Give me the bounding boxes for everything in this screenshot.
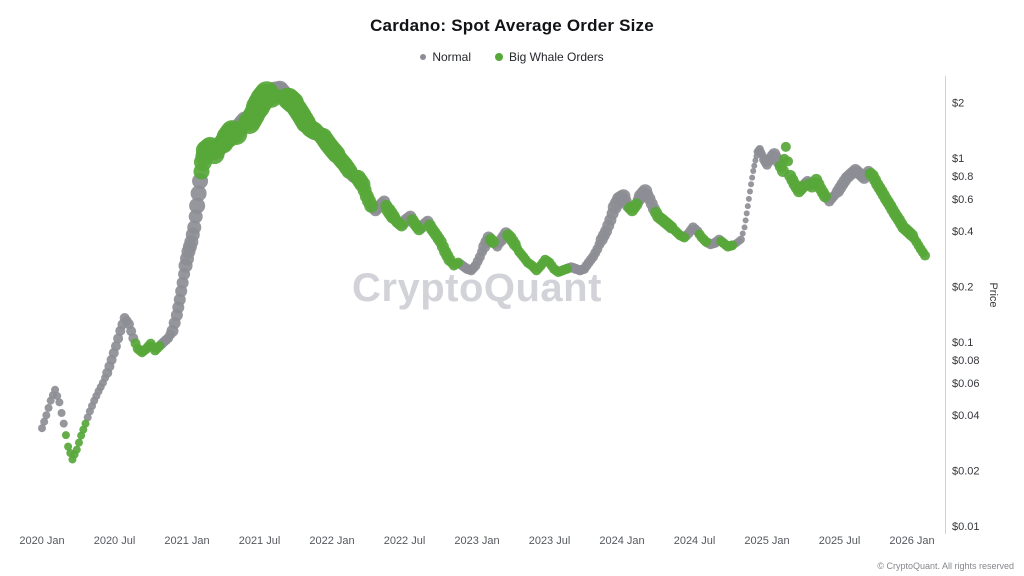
cryptoquant-watermark: CryptoQuant xyxy=(352,266,602,310)
legend-item-big-whale-orders[interactable]: Big Whale Orders xyxy=(494,50,604,64)
copyright-note: © CryptoQuant. All rights reserved xyxy=(877,561,1014,571)
legend-label-big-whale-orders: Big Whale Orders xyxy=(508,50,604,64)
whale-dot-icon xyxy=(494,53,503,61)
svg-text:$0.06: $0.06 xyxy=(952,378,980,390)
svg-text:2021 Jan: 2021 Jan xyxy=(164,535,209,547)
svg-text:$0.6: $0.6 xyxy=(952,194,973,206)
svg-text:$0.04: $0.04 xyxy=(952,410,980,422)
svg-text:2023 Jul: 2023 Jul xyxy=(529,535,571,547)
legend-item-normal[interactable]: Normal xyxy=(420,50,471,64)
svg-text:$0.2: $0.2 xyxy=(952,282,973,294)
svg-text:$2: $2 xyxy=(952,98,964,110)
svg-text:2021 Jul: 2021 Jul xyxy=(239,535,281,547)
svg-text:2026 Jan: 2026 Jan xyxy=(889,535,934,547)
svg-text:2020 Jul: 2020 Jul xyxy=(94,535,136,547)
svg-text:2023 Jan: 2023 Jan xyxy=(454,535,499,547)
svg-text:2025 Jan: 2025 Jan xyxy=(744,535,789,547)
svg-text:Price: Price xyxy=(987,282,999,307)
legend-label-normal: Normal xyxy=(432,50,471,64)
svg-text:2024 Jul: 2024 Jul xyxy=(674,535,716,547)
svg-text:2022 Jan: 2022 Jan xyxy=(309,535,354,547)
chart-legend: Normal Big Whale Orders xyxy=(0,50,1024,64)
normal-dot-icon xyxy=(420,54,427,60)
svg-text:$0.08: $0.08 xyxy=(952,355,980,367)
svg-text:$0.4: $0.4 xyxy=(952,226,973,238)
svg-text:$1: $1 xyxy=(952,153,964,165)
svg-text:2024 Jan: 2024 Jan xyxy=(599,535,644,547)
svg-text:$0.1: $0.1 xyxy=(952,337,973,349)
svg-text:$0.01: $0.01 xyxy=(952,521,980,533)
svg-text:$0.8: $0.8 xyxy=(952,171,973,183)
svg-text:2025 Jul: 2025 Jul xyxy=(819,535,861,547)
svg-text:$0.02: $0.02 xyxy=(952,466,980,478)
svg-text:2020 Jan: 2020 Jan xyxy=(19,535,64,547)
chart-title: Cardano: Spot Average Order Size xyxy=(370,16,654,35)
svg-text:2022 Jul: 2022 Jul xyxy=(384,535,426,547)
